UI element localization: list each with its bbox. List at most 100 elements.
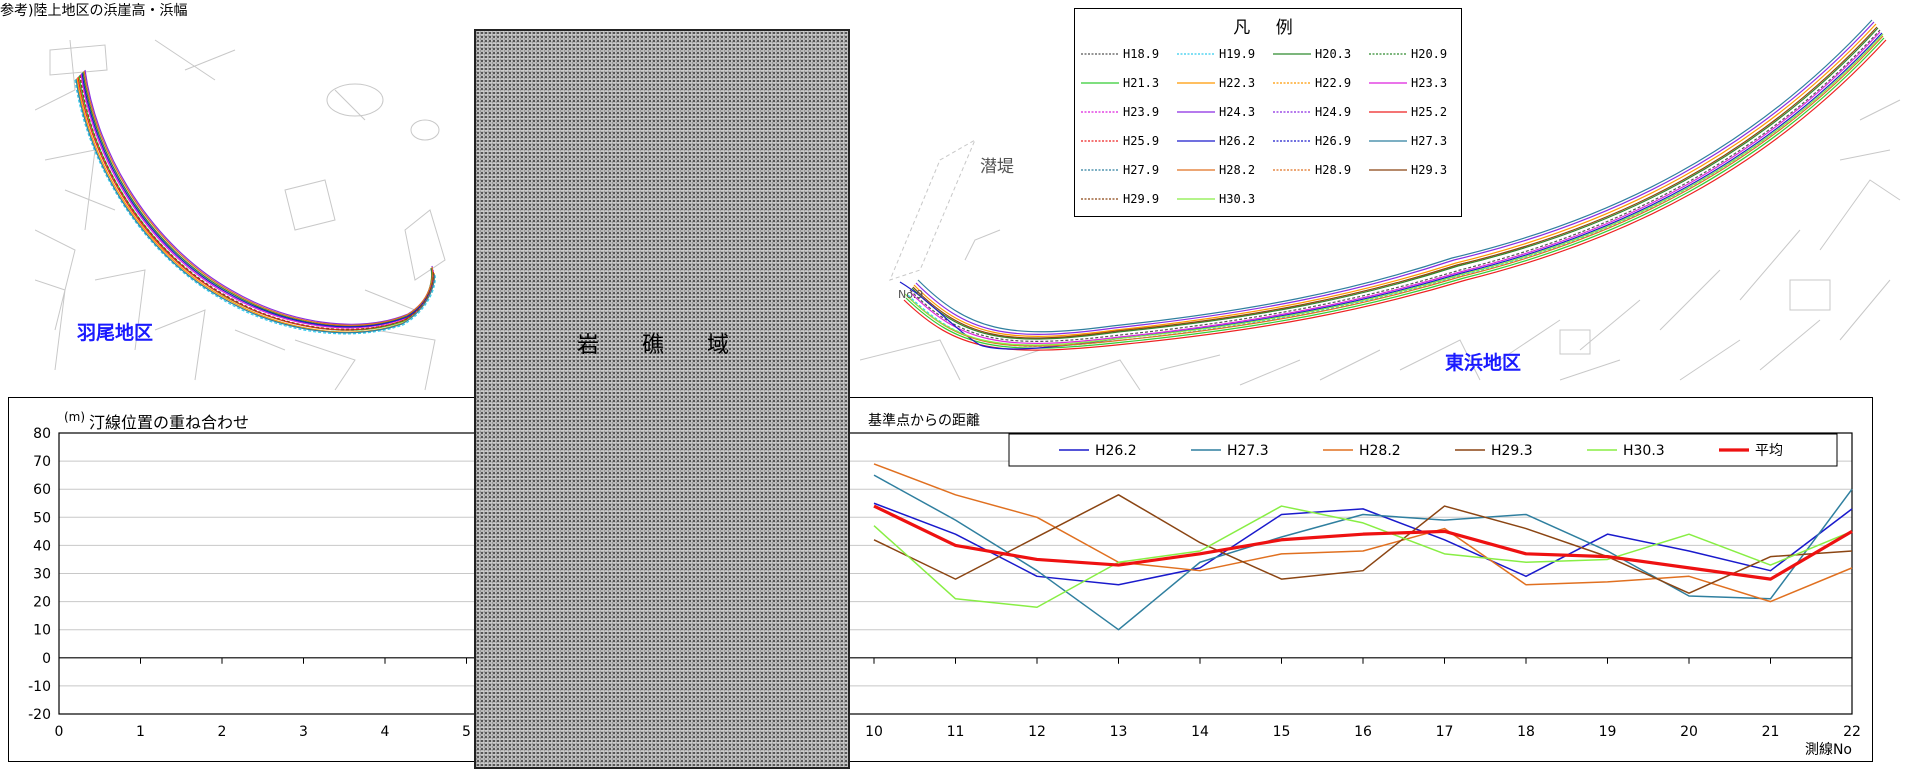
x-tick-label: 16: [1354, 724, 1372, 740]
x-tick-label: 13: [1110, 724, 1128, 740]
x-tick-label: 2: [218, 724, 227, 740]
legend-item: H22.9: [1273, 75, 1351, 91]
legend-item-label: H19.9: [1219, 47, 1256, 61]
legend-item: H23.3: [1369, 75, 1447, 91]
y-tick-label: 70: [33, 454, 51, 470]
legend-item: H18.9: [1081, 46, 1159, 62]
legend-swatch: [1177, 169, 1215, 171]
legend-item: H28.9: [1273, 162, 1351, 178]
survey-point-label: No.9: [898, 288, 923, 301]
chart-legend-label: H29.3: [1491, 443, 1533, 459]
legend-item-label: H27.3: [1411, 134, 1448, 148]
submerged-breakwater-label: 潜堤: [980, 157, 1014, 177]
x-tick-label: 22: [1843, 724, 1861, 740]
legend-item-label: H24.3: [1219, 105, 1256, 119]
y-tick-label: 0: [42, 651, 51, 667]
legend-item: H20.9: [1369, 46, 1447, 62]
series-line: [873, 505, 1853, 608]
legend-swatch: [1177, 53, 1215, 55]
y-tick-label: -10: [28, 679, 51, 695]
x-tick-label: 4: [381, 724, 390, 740]
legend-item-label: H29.3: [1411, 163, 1448, 177]
legend-item-label: H28.9: [1315, 163, 1352, 177]
legend-item: H19.9: [1177, 46, 1255, 62]
legend-item: H28.2: [1177, 162, 1255, 178]
chart-legend-label: H27.3: [1227, 443, 1269, 459]
x-tick-label: 21: [1762, 724, 1780, 740]
legend-swatch: [1369, 82, 1407, 84]
series-line: [873, 463, 1853, 603]
chart-legend-label: 平均: [1755, 443, 1783, 459]
legend-item-label: H28.2: [1219, 163, 1256, 177]
x-tick-label: 18: [1517, 724, 1535, 740]
x-tick-label: 10: [865, 724, 883, 740]
legend-swatch: [1177, 140, 1215, 142]
legend-swatch: [1369, 169, 1407, 171]
legend-item-label: H29.9: [1123, 192, 1160, 206]
x-tick-label: 1: [136, 724, 145, 740]
legend-swatch: [1177, 111, 1215, 113]
chart-subtitle: 基準点からの距離: [868, 412, 980, 429]
legend-swatch: [1273, 82, 1311, 84]
y-tick-label: 50: [33, 510, 51, 526]
legend-item: H30.3: [1177, 191, 1255, 207]
y-tick-label: 30: [33, 567, 51, 583]
legend-item: H21.3: [1081, 75, 1159, 91]
legend-item: H24.3: [1177, 104, 1255, 120]
series-line: [873, 502, 1853, 586]
x-tick-label: 0: [55, 724, 64, 740]
legend-swatch: [1273, 111, 1311, 113]
legend-item-label: H30.3: [1219, 192, 1256, 206]
y-tick-label: 20: [33, 595, 51, 611]
legend-item-label: H22.3: [1219, 76, 1256, 90]
rock-area-label: 岩 礁 域: [577, 333, 747, 358]
x-tick-label: 5: [462, 724, 471, 740]
legend-title: 凡 例: [1233, 18, 1303, 38]
y-tick-label: 60: [33, 482, 51, 498]
legend-item-label: H20.3: [1315, 47, 1352, 61]
left-coastline-map: [35, 39, 446, 391]
x-tick-label: 20: [1680, 724, 1698, 740]
legend-item: H29.3: [1369, 162, 1447, 178]
chart-legend-box: [1008, 433, 1838, 467]
legend-item-label: H22.9: [1315, 76, 1352, 90]
right-coastline-map: 潜堤 No.9: [860, 19, 1901, 391]
y-tick-label: 10: [33, 623, 51, 639]
series-line: [873, 474, 1853, 631]
legend-swatch: [1177, 198, 1215, 200]
legend-item: H24.9: [1273, 104, 1351, 120]
x-tick-label: 12: [1028, 724, 1046, 740]
legend-item: H20.3: [1273, 46, 1351, 62]
x-tick-label: 14: [1191, 724, 1209, 740]
page-title: 参考)陸上地区の浜崖高・浜幅: [0, 3, 188, 19]
legend-item-label: H23.3: [1411, 76, 1448, 90]
legend-item-label: H25.9: [1123, 134, 1160, 148]
left-area-map: 羽尾地区: [35, 30, 460, 393]
legend-item: H26.2: [1177, 133, 1255, 149]
chart-frame: -20 -10 0 10 20 30 40 50 60 70 80 0 1 2 3 4 5 10 11 12 13 14 1…: [8, 397, 1873, 762]
legend-swatch: [1081, 53, 1119, 55]
legend-item-label: H26.9: [1315, 134, 1352, 148]
y-axis-unit: (m): [64, 410, 85, 424]
y-tick-label: 40: [33, 538, 51, 554]
legend-swatch: [1273, 53, 1311, 55]
x-axis-label: 測線No: [1805, 742, 1852, 758]
chart-legend-label: H28.2: [1359, 443, 1401, 459]
legend-item: H26.9: [1273, 133, 1351, 149]
legend-swatch: [1081, 111, 1119, 113]
legend-swatch: [1369, 111, 1407, 113]
legend-swatch: [1081, 82, 1119, 84]
legend-item: H25.2: [1369, 104, 1447, 120]
legend-item: H25.9: [1081, 133, 1159, 149]
legend-item-label: H25.2: [1411, 105, 1448, 119]
y-tick-label: -20: [28, 707, 51, 723]
x-tick-label: 17: [1436, 724, 1454, 740]
legend-item-label: H23.9: [1123, 105, 1160, 119]
series-line: [873, 494, 1853, 594]
x-tick-label: 3: [299, 724, 308, 740]
x-tick-label: 11: [947, 724, 965, 740]
x-tick-label: 15: [1273, 724, 1291, 740]
legend-item-label: H21.3: [1123, 76, 1160, 90]
legend-item-label: H27.9: [1123, 163, 1160, 177]
plot-area: [58, 432, 1853, 715]
